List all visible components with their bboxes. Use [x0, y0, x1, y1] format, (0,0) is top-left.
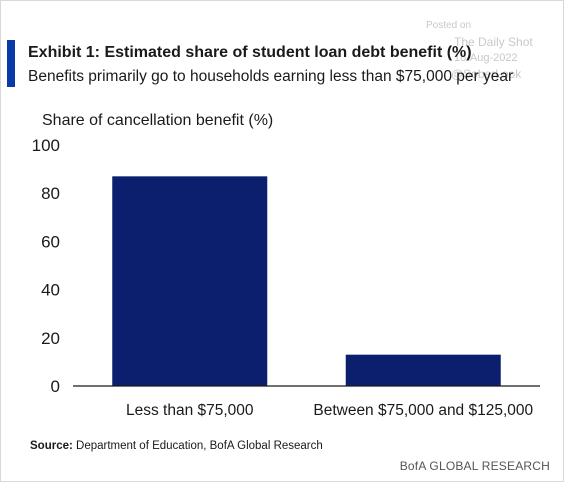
bar — [345, 354, 501, 386]
y-tick-label: 40 — [41, 281, 60, 300]
source-note: Source: Department of Education, BofA Gl… — [30, 440, 323, 452]
y-axis-label: Share of cancellation benefit (%) — [42, 112, 274, 129]
y-tick-label: 20 — [41, 329, 60, 348]
y-tick-label: 60 — [41, 232, 60, 251]
brand-label: BofA GLOBAL RESEARCH — [399, 459, 550, 473]
source-text: Department of Education, BofA Global Res… — [76, 440, 323, 452]
watermark-line: The Daily Shot — [454, 35, 533, 49]
watermark: Posted on The Daily Shot 18-Aug-2022 @So… — [424, 18, 533, 82]
bar — [112, 176, 268, 386]
watermark-line: Posted on — [426, 20, 472, 31]
x-tick-label: Less than $75,000 — [126, 402, 254, 419]
chart-title: Exhibit 1: Estimated share of student lo… — [28, 44, 472, 61]
source-label: Source: — [30, 440, 73, 452]
watermark-line: @SoberLook — [451, 67, 522, 81]
y-tick-label: 80 — [41, 184, 60, 203]
x-tick-label: Between $75,000 and $125,000 — [313, 402, 533, 419]
chart-subtitle: Benefits primarily go to households earn… — [28, 68, 514, 85]
y-tick-label: 100 — [32, 136, 60, 155]
watermark-line: 18-Aug-2022 — [454, 52, 518, 64]
y-tick-label: 0 — [51, 377, 60, 396]
title-accent-bar — [7, 40, 15, 87]
